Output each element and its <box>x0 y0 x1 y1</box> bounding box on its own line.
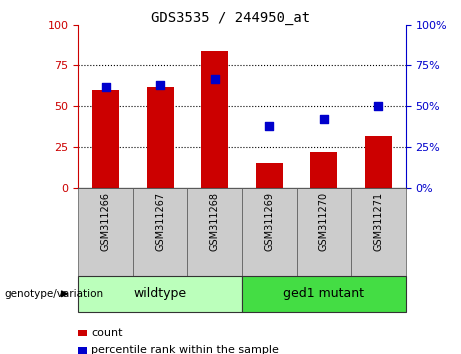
Bar <box>351 188 406 276</box>
Bar <box>256 163 283 188</box>
Text: GSM311269: GSM311269 <box>264 192 274 251</box>
Bar <box>78 188 133 276</box>
Bar <box>78 276 242 312</box>
Bar <box>188 188 242 276</box>
Point <box>320 116 327 122</box>
Bar <box>147 87 174 188</box>
Bar <box>365 136 392 188</box>
Text: genotype/variation: genotype/variation <box>5 289 104 299</box>
Point <box>211 76 219 81</box>
Bar <box>296 188 351 276</box>
Text: GSM311268: GSM311268 <box>210 192 220 251</box>
Bar <box>133 188 188 276</box>
Point <box>157 82 164 88</box>
Text: GSM311266: GSM311266 <box>100 192 111 251</box>
Text: count: count <box>91 328 123 338</box>
Text: GSM311270: GSM311270 <box>319 192 329 251</box>
Bar <box>92 90 119 188</box>
Bar <box>242 276 406 312</box>
Bar <box>310 152 337 188</box>
Point <box>375 103 382 109</box>
Bar <box>242 188 296 276</box>
Text: GSM311267: GSM311267 <box>155 192 165 251</box>
Text: ged1 mutant: ged1 mutant <box>284 287 364 300</box>
Text: GDS3535 / 244950_at: GDS3535 / 244950_at <box>151 11 310 25</box>
Point <box>266 123 273 129</box>
Point <box>102 84 109 90</box>
Text: GSM311271: GSM311271 <box>373 192 384 251</box>
Text: wildtype: wildtype <box>134 287 187 300</box>
Text: percentile rank within the sample: percentile rank within the sample <box>91 346 279 354</box>
Bar <box>201 51 228 188</box>
